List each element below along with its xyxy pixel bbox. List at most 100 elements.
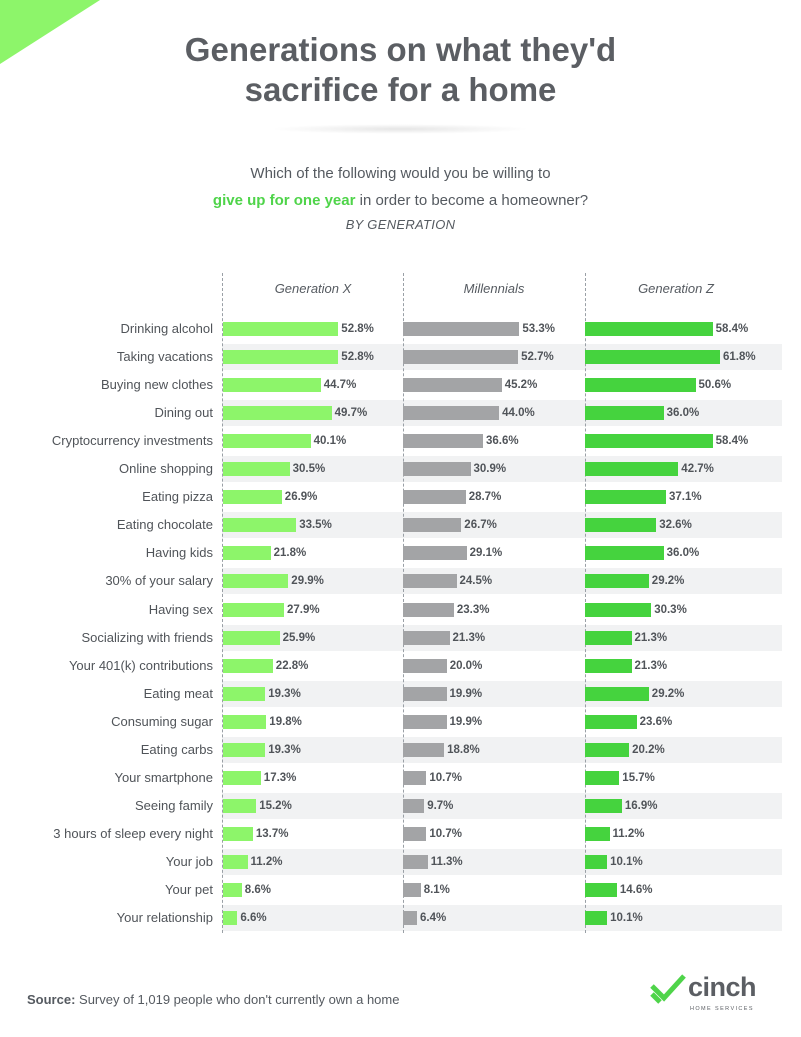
category-label: Eating meat xyxy=(143,685,213,701)
row-background xyxy=(222,736,782,763)
bar-generation-x xyxy=(223,518,297,533)
value-label: 23.3% xyxy=(456,603,490,616)
bar-generation-x xyxy=(223,350,339,365)
category-label: Online shopping xyxy=(119,461,213,477)
bar-millennials xyxy=(403,322,520,336)
column-header-generation-z: Generation Z xyxy=(638,281,714,296)
bar-millennials xyxy=(403,406,500,421)
value-label: 19.3% xyxy=(268,687,301,700)
value-label: 21.3% xyxy=(452,631,486,644)
value-label: 22.8% xyxy=(275,659,309,672)
value-label: 58.4% xyxy=(715,435,749,448)
checkmark-logo-icon xyxy=(650,974,686,1004)
logo-subtitle: HOME SERVICES xyxy=(690,1006,754,1012)
column-header-millennials: Millennials xyxy=(463,281,525,296)
value-label: 45.2% xyxy=(504,379,538,392)
value-label: 20.2% xyxy=(632,743,665,756)
value-label: 44.0% xyxy=(502,407,535,420)
bar-generation-z xyxy=(585,854,608,869)
value-label: 21.3% xyxy=(634,659,668,672)
question-line-1: Which of the following would you be will… xyxy=(250,165,551,182)
value-label: 10.1% xyxy=(610,855,643,868)
value-label: 26.7% xyxy=(464,519,497,532)
value-label: 30.3% xyxy=(654,603,687,616)
value-label: 10.1% xyxy=(610,912,643,925)
bar-millennials xyxy=(403,658,447,673)
source-note: Source: Survey of 1,019 people who don't… xyxy=(27,992,399,1007)
bar-generation-x xyxy=(223,911,238,926)
bar-millennials xyxy=(403,798,425,813)
bar-generation-x xyxy=(223,686,266,701)
cinch-logo: cinch HOME SERVICES xyxy=(648,970,773,1018)
bar-generation-x xyxy=(223,574,289,589)
survey-question: Which of the following would you be will… xyxy=(0,160,801,214)
bar-generation-x xyxy=(223,658,273,673)
category-label: Having sex xyxy=(148,601,213,617)
value-label: 36.6% xyxy=(486,435,519,448)
value-label: 58.4% xyxy=(715,323,749,335)
bar-generation-z xyxy=(585,742,630,757)
title-line-2: sacrifice for a home xyxy=(244,71,557,108)
value-label: 29.9% xyxy=(291,575,324,588)
row-background xyxy=(222,512,782,539)
category-label: 30% of your salary xyxy=(105,573,213,589)
category-label: Eating chocolate xyxy=(116,517,213,533)
value-label: 29.2% xyxy=(651,575,685,588)
bar-millennials xyxy=(403,434,483,449)
value-label: 19.9% xyxy=(449,687,483,700)
chart-subtitle: BY GENERATION xyxy=(345,217,456,232)
value-label: 21.8% xyxy=(273,547,307,560)
value-label: 6.4% xyxy=(420,912,447,925)
row-background xyxy=(222,680,782,707)
value-label: 19.8% xyxy=(269,715,302,728)
bar-generation-z xyxy=(585,798,622,813)
row-background xyxy=(222,905,782,932)
chart-title: Generations on what they'd sacrifice for… xyxy=(0,30,801,110)
bar-generation-x xyxy=(223,406,332,421)
question-line-2-rest: in order to become a homeowner? xyxy=(355,192,589,209)
value-label: 23.6% xyxy=(639,715,673,728)
value-label: 37.1% xyxy=(669,491,702,504)
value-label: 52.8% xyxy=(341,323,374,335)
row-background xyxy=(222,848,782,875)
bar-generation-z xyxy=(585,350,720,365)
source-text: Survey of 1,019 people who don't current… xyxy=(75,992,400,1007)
corner-accent xyxy=(0,0,100,64)
bar-generation-x xyxy=(223,434,311,449)
value-label: 33.5% xyxy=(299,519,332,532)
value-label: 27.9% xyxy=(287,603,320,616)
bar-generation-z xyxy=(585,490,666,505)
value-label: 9.7% xyxy=(427,799,454,812)
value-label: 8.1% xyxy=(423,884,450,896)
value-label: 52.8% xyxy=(341,351,374,364)
bar-millennials xyxy=(403,770,427,785)
value-label: 44.7% xyxy=(323,379,357,392)
title-line-1: Generations on what they'd xyxy=(184,31,617,68)
value-label: 14.6% xyxy=(619,884,653,896)
column-header-generation-x: Generation X xyxy=(274,281,352,296)
bar-generation-z xyxy=(585,434,713,449)
bar-millennials xyxy=(403,742,445,757)
category-label: Cryptocurrency investments xyxy=(51,433,213,449)
column-divider xyxy=(222,273,223,933)
bar-generation-z xyxy=(585,518,657,533)
bar-generation-z xyxy=(585,462,679,477)
value-label: 10.7% xyxy=(429,771,462,784)
value-label: 6.6% xyxy=(240,912,267,925)
bar-generation-z xyxy=(585,826,610,841)
bar-generation-x xyxy=(223,322,339,336)
bar-generation-x xyxy=(223,798,257,813)
value-label: 19.3% xyxy=(268,743,301,756)
bar-millennials xyxy=(403,602,454,617)
logo-word: cinch xyxy=(688,972,757,1002)
bar-millennials xyxy=(403,518,462,533)
value-label: 36.0% xyxy=(666,547,700,560)
title-shadow xyxy=(270,124,530,134)
value-label: 50.6% xyxy=(698,379,732,392)
category-label: Your relationship xyxy=(116,910,213,926)
category-label: Your smartphone xyxy=(114,769,213,785)
bar-millennials xyxy=(403,826,427,841)
value-label: 17.3% xyxy=(263,771,297,784)
bar-generation-x xyxy=(223,826,253,841)
question-highlight: give up for one year xyxy=(212,192,356,209)
